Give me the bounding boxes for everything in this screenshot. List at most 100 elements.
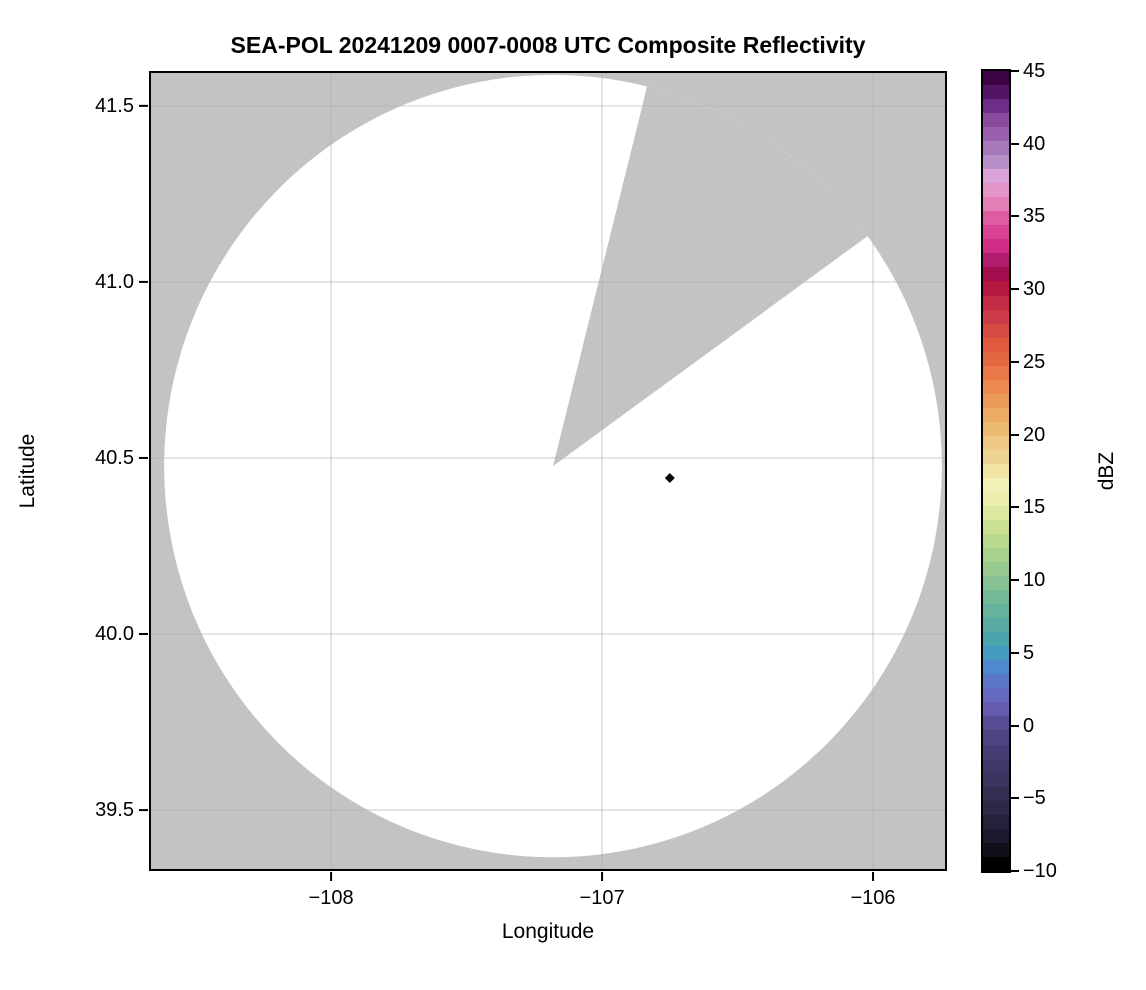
colorbar-band (983, 800, 1009, 815)
colorbar-tick-label: 5 (1023, 641, 1035, 664)
colorbar-band (983, 786, 1009, 801)
colorbar-band (983, 463, 1009, 478)
colorbar-band (983, 491, 1009, 506)
x-tick-label: −108 (308, 887, 354, 909)
colorbar-tick (1011, 797, 1019, 800)
y-tick-label: 39.5 (95, 799, 134, 822)
colorbar-band (983, 618, 1009, 633)
colorbar-label: dBZ (1095, 451, 1118, 491)
colorbar-band (983, 421, 1009, 436)
colorbar-band (983, 351, 1009, 366)
colorbar-band (983, 281, 1009, 296)
colorbar-band (983, 211, 1009, 226)
colorbar-tick (1011, 724, 1019, 727)
colorbar-tick (1011, 215, 1019, 218)
colorbar-band (983, 702, 1009, 717)
colorbar-band (983, 267, 1009, 282)
y-tick-label: 40.0 (95, 623, 134, 646)
colorbar-tick-label: −10 (1023, 860, 1057, 882)
colorbar-band (983, 379, 1009, 394)
radar-map (139, 71, 947, 881)
colorbar-band (983, 716, 1009, 731)
colorbar-band (983, 295, 1009, 310)
colorbar-tick (1011, 360, 1019, 363)
colorbar-band (983, 141, 1009, 156)
colorbar-band (983, 393, 1009, 408)
colorbar-band (983, 169, 1009, 184)
x-axis-label: Longitude (501, 920, 595, 943)
colorbar-tick-label: 0 (1023, 714, 1035, 737)
colorbar-tick-label: −5 (1023, 787, 1046, 810)
colorbar-tick-label: 25 (1023, 350, 1046, 373)
colorbar-band (983, 225, 1009, 240)
colorbar-tick (1011, 579, 1019, 582)
colorbar-band (983, 155, 1009, 170)
colorbar-band (983, 828, 1009, 843)
colorbar-band (983, 856, 1009, 871)
colorbar-tick-label: 20 (1023, 423, 1046, 446)
colorbar-band (983, 477, 1009, 492)
colorbar-tick (1011, 506, 1019, 509)
colorbar-tick-label: 30 (1023, 278, 1046, 301)
colorbar-band (983, 505, 1009, 520)
colorbar-band (983, 71, 1009, 86)
colorbar-band (983, 99, 1009, 114)
colorbar-band (983, 758, 1009, 773)
axes-frame (149, 71, 947, 871)
colorbar-tick-label: 40 (1023, 132, 1046, 155)
colorbar-band (983, 604, 1009, 619)
colorbar-band (983, 113, 1009, 128)
missing-sector-wedge (553, 86, 868, 467)
colorbar-band (983, 576, 1009, 591)
gridlines (149, 71, 947, 871)
colorbar-tick (1011, 870, 1019, 872)
colorbar-band (983, 239, 1009, 254)
colorbar-tick (1011, 70, 1019, 72)
colorbar-band (983, 730, 1009, 745)
axis-ticks (139, 104, 875, 881)
colorbar-band (983, 127, 1009, 142)
colorbar-tick (1011, 651, 1019, 654)
colorbar-band (983, 520, 1009, 535)
colorbar-band (983, 197, 1009, 212)
colorbar-band (983, 548, 1009, 563)
colorbar-band (983, 253, 1009, 268)
colorbar-tick (1011, 142, 1019, 145)
colorbar-band (983, 183, 1009, 198)
colorbar-tick (1011, 433, 1019, 436)
colorbar-tick-label: 15 (1023, 496, 1046, 519)
colorbar-tick-label: 45 (1023, 60, 1046, 82)
x-tick-label: −106 (850, 887, 896, 909)
plot-title: SEA-POL 20241209 0007-0008 UTC Composite… (230, 32, 866, 58)
colorbar-band (983, 365, 1009, 380)
colorbar-band (983, 449, 1009, 464)
colorbar-band (983, 814, 1009, 829)
colorbar-band (983, 323, 1009, 338)
echo-point-marker (664, 473, 675, 484)
colorbar-band (983, 337, 1009, 352)
y-tick-label: 41.0 (95, 270, 134, 293)
colorbar-band (983, 435, 1009, 450)
colorbar (983, 71, 1009, 871)
y-tick-label: 41.5 (95, 94, 134, 117)
colorbar-band (983, 646, 1009, 661)
colorbar-band (983, 674, 1009, 689)
colorbar-band (983, 688, 1009, 703)
colorbar-band (983, 632, 1009, 647)
colorbar-band (983, 534, 1009, 549)
colorbar-band (983, 842, 1009, 857)
colorbar-band (983, 309, 1009, 324)
colorbar-band (983, 660, 1009, 675)
colorbar-band (983, 772, 1009, 787)
colorbar-tick-label: 10 (1023, 569, 1046, 592)
colorbar-band (983, 562, 1009, 577)
x-tick-label: −107 (579, 887, 625, 909)
colorbar-tick-label: 35 (1023, 205, 1046, 228)
colorbar-band (983, 590, 1009, 605)
colorbar-band (983, 85, 1009, 100)
colorbar-band (983, 407, 1009, 422)
y-axis-label: Latitude (16, 433, 39, 509)
y-tick-label: 40.5 (95, 446, 134, 469)
colorbar-band (983, 744, 1009, 759)
